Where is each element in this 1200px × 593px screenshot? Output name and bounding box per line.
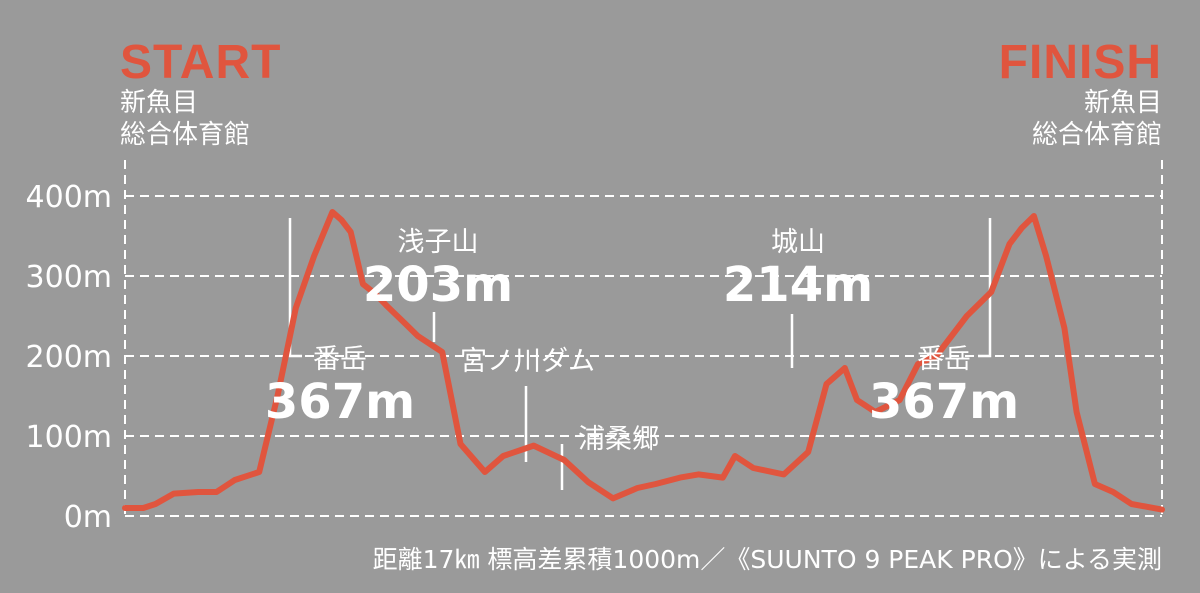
annotation-name: 宮ノ川ダム: [460, 346, 595, 377]
annotation-value: 367m: [869, 374, 1019, 430]
finish-place-line1: 新魚目: [1083, 88, 1162, 119]
elevation-line: [122, 209, 1165, 513]
footnote: 距離17㎞ 標高差累積1000m／《SUUNTO 9 PEAK PRO》による実…: [372, 545, 1162, 574]
finish-title: FINISH: [998, 36, 1162, 89]
finish-label: FINISH 新魚目 総合体育館: [998, 36, 1162, 151]
annotation-name: 浦桑郷: [578, 424, 659, 455]
annotation-name: 浅子山: [398, 227, 479, 258]
y-tick-label: 300m: [26, 260, 112, 295]
annotation-value: 203m: [363, 257, 513, 313]
start-place-line1: 新魚目: [120, 88, 199, 119]
start-label: START 新魚目 総合体育館: [120, 36, 282, 151]
y-tick-label: 400m: [26, 180, 112, 215]
finish-place-line2: 総合体育館: [1031, 119, 1162, 150]
y-tick-label: 100m: [26, 420, 112, 455]
annotation-name: 城山: [771, 227, 825, 258]
annotation-name: 番岳: [917, 344, 971, 375]
annotation-value: 214m: [723, 257, 873, 313]
grid-layer: [124, 160, 1163, 517]
y-tick-label: 0m: [64, 500, 112, 535]
series-layer: [122, 209, 1165, 513]
start-place-line2: 総合体育館: [120, 119, 251, 150]
annotation-value: 367m: [265, 374, 415, 430]
annotation-name: 番岳: [313, 344, 367, 375]
start-title: START: [120, 36, 282, 89]
y-tick-labels: 0m 100m 200m 300m 400m: [26, 180, 112, 535]
annotation-leader: [978, 218, 992, 358]
annotation-leader: [288, 218, 302, 358]
y-tick-label: 200m: [26, 340, 112, 375]
